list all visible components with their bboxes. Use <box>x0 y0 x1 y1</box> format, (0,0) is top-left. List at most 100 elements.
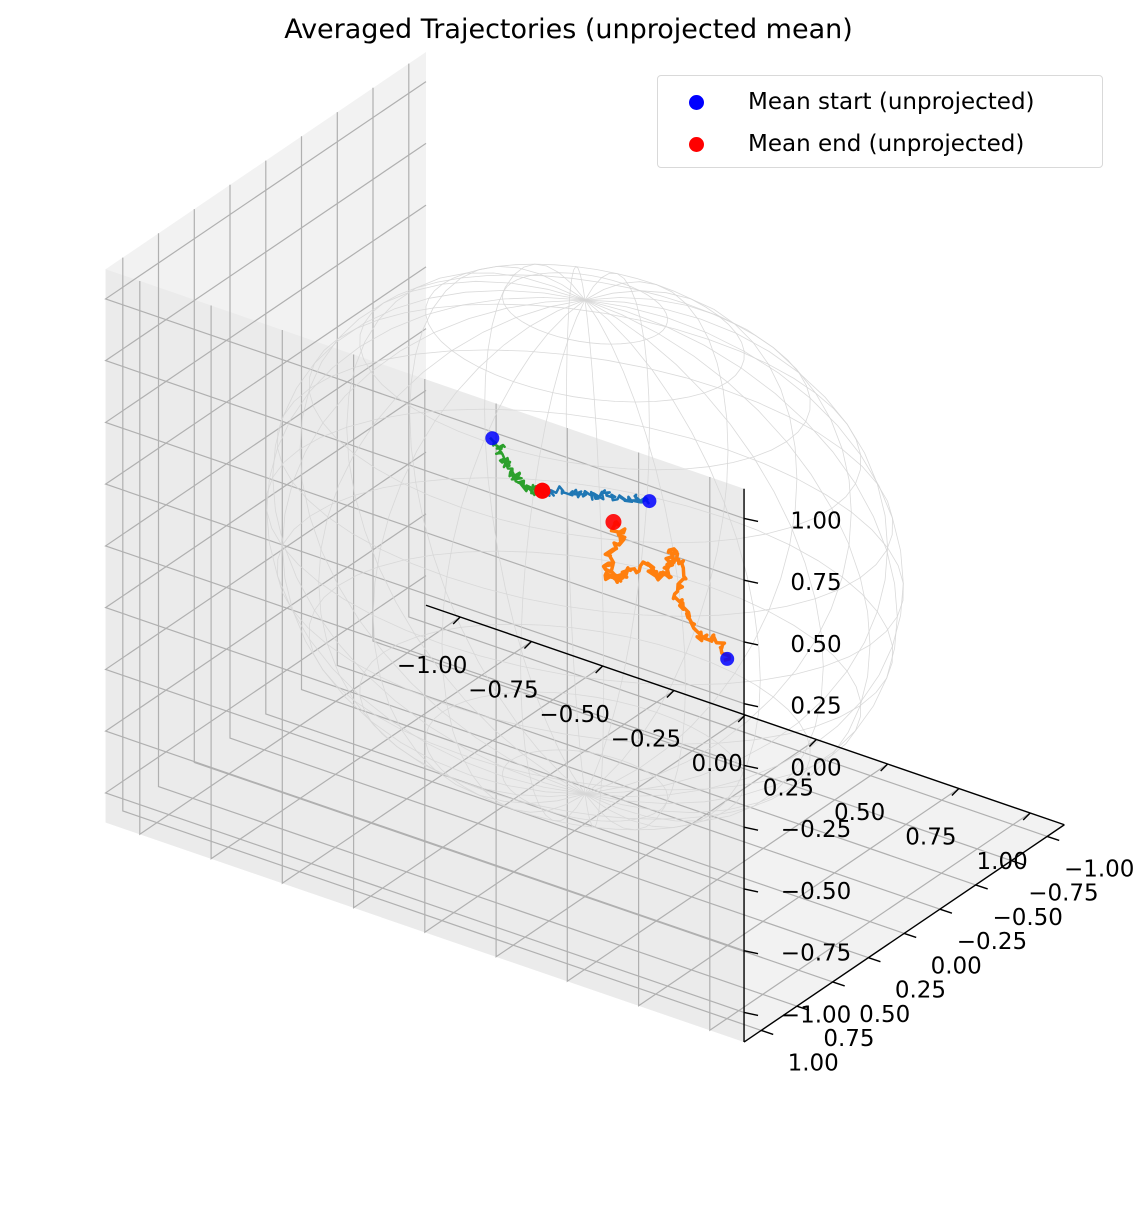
x-tick-label: 0.75 <box>905 825 956 851</box>
x-gridline <box>709 477 1031 1032</box>
mean-start-marker <box>720 651 735 666</box>
trajectory-line <box>601 520 732 663</box>
y-tick-label: −0.50 <box>992 905 1062 931</box>
x-tick <box>808 739 817 747</box>
y-tick <box>832 981 845 987</box>
z-tick-label: 0.75 <box>790 570 841 596</box>
y-gridline <box>336 112 976 886</box>
legend-marker-start <box>689 94 704 110</box>
x-tick-label: 0.00 <box>692 751 743 777</box>
z-tick-label: −0.75 <box>781 941 851 967</box>
z-tick <box>743 826 759 831</box>
trajectory-markers <box>485 431 735 666</box>
z-gridline <box>104 142 745 581</box>
y-tick-label: −0.75 <box>1028 881 1098 907</box>
y-tick-label: 0.75 <box>823 1026 874 1052</box>
sphere-longitude <box>584 299 824 822</box>
sphere-longitude <box>281 299 586 795</box>
z-tick <box>743 888 759 893</box>
mean-end-marker <box>605 514 622 530</box>
x-tick <box>452 616 461 625</box>
axis-ticks: −1.00−1.00−1.00−0.75−0.75−0.75−0.50−0.50… <box>397 508 1135 1076</box>
sphere-longitude <box>272 289 586 795</box>
x-tick-label: 0.50 <box>834 800 885 826</box>
trajectory-line <box>541 485 651 505</box>
sphere-longitude <box>266 296 586 795</box>
sphere-longitude <box>584 299 889 795</box>
x-tick-label: −1.00 <box>397 653 467 679</box>
y-tick-label: 0.00 <box>931 953 982 979</box>
x-gridline <box>637 452 960 1007</box>
sphere-longitude <box>584 272 650 795</box>
z-tick <box>743 764 759 770</box>
sphere-longitude <box>584 297 852 795</box>
z-tick <box>743 702 759 708</box>
sphere-longitude <box>520 299 586 822</box>
legend: Mean start (unprojected) Mean end (unpro… <box>657 75 1103 168</box>
z-tick-label: −0.25 <box>781 817 851 843</box>
sphere-longitude <box>584 281 729 795</box>
y-tick-label: 0.25 <box>895 978 946 1004</box>
z-gridline <box>104 389 745 828</box>
z-tick <box>743 579 759 584</box>
sphere-longitude <box>484 263 586 795</box>
trajectory-line <box>489 436 546 497</box>
y-tick <box>903 932 917 939</box>
z-gridline <box>104 575 745 1013</box>
y-tick-label: −0.25 <box>957 929 1027 955</box>
y-tick-label: −1.00 <box>1064 856 1134 882</box>
y-tick <box>1046 835 1060 842</box>
y-gridline <box>122 257 762 1031</box>
legend-entry-start: Mean start (unprojected) <box>658 82 1035 122</box>
x-tick <box>951 788 960 796</box>
z-tick <box>743 1011 759 1017</box>
legend-label-end: Mean end (unprojected) <box>748 131 1025 157</box>
y-gridline <box>157 233 798 1007</box>
sphere-longitude <box>584 299 871 814</box>
mean-start-marker <box>642 494 657 509</box>
legend-marker-end <box>689 136 704 152</box>
z-gridline <box>104 451 745 890</box>
y-tick <box>1011 859 1024 866</box>
x-tick <box>1022 812 1031 821</box>
sphere-longitude <box>372 299 586 804</box>
sphere-longitude <box>318 299 586 797</box>
y-gridline <box>408 63 1048 837</box>
y-tick <box>939 908 953 914</box>
z-tick <box>743 517 759 523</box>
sphere-longitude <box>584 299 761 829</box>
legend-label-start: Mean start (unprojected) <box>748 89 1035 115</box>
z-tick-label: 0.00 <box>790 755 841 781</box>
z-tick-label: 0.25 <box>790 694 841 720</box>
sphere-longitude <box>299 280 586 795</box>
x-tick-label: −0.25 <box>611 727 681 753</box>
y-gridline <box>300 136 941 910</box>
sphere-longitude <box>584 290 798 795</box>
sphere-longitude <box>584 299 898 805</box>
y-tick-label: 1.00 <box>788 1050 839 1076</box>
x-tick <box>737 714 746 723</box>
z-gridline <box>104 81 745 519</box>
y-tick <box>760 1029 774 1036</box>
mean-end-marker <box>534 482 551 499</box>
y-tick <box>868 956 881 963</box>
z-gridline <box>104 266 745 705</box>
y-gridline <box>229 184 869 959</box>
x-tick <box>880 763 889 772</box>
z-tick <box>743 949 759 955</box>
x-tick-label: −0.50 <box>539 702 609 728</box>
sphere-longitude <box>441 299 586 813</box>
x-gridline <box>566 428 889 983</box>
z-tick-label: −1.00 <box>781 1002 851 1028</box>
z-tick-label: −0.50 <box>781 879 851 905</box>
x-tick-label: −0.75 <box>468 678 538 704</box>
chart-title: Averaged Trajectories (unprojected mean) <box>284 14 853 45</box>
sphere-longitude <box>584 299 605 828</box>
sphere-longitude <box>565 266 586 795</box>
x-tick <box>523 641 532 649</box>
y-gridline <box>265 160 905 934</box>
legend-entry-end: Mean end (unprojected) <box>658 124 1024 164</box>
sphere-longitude <box>409 265 586 795</box>
z-tick <box>743 641 759 646</box>
